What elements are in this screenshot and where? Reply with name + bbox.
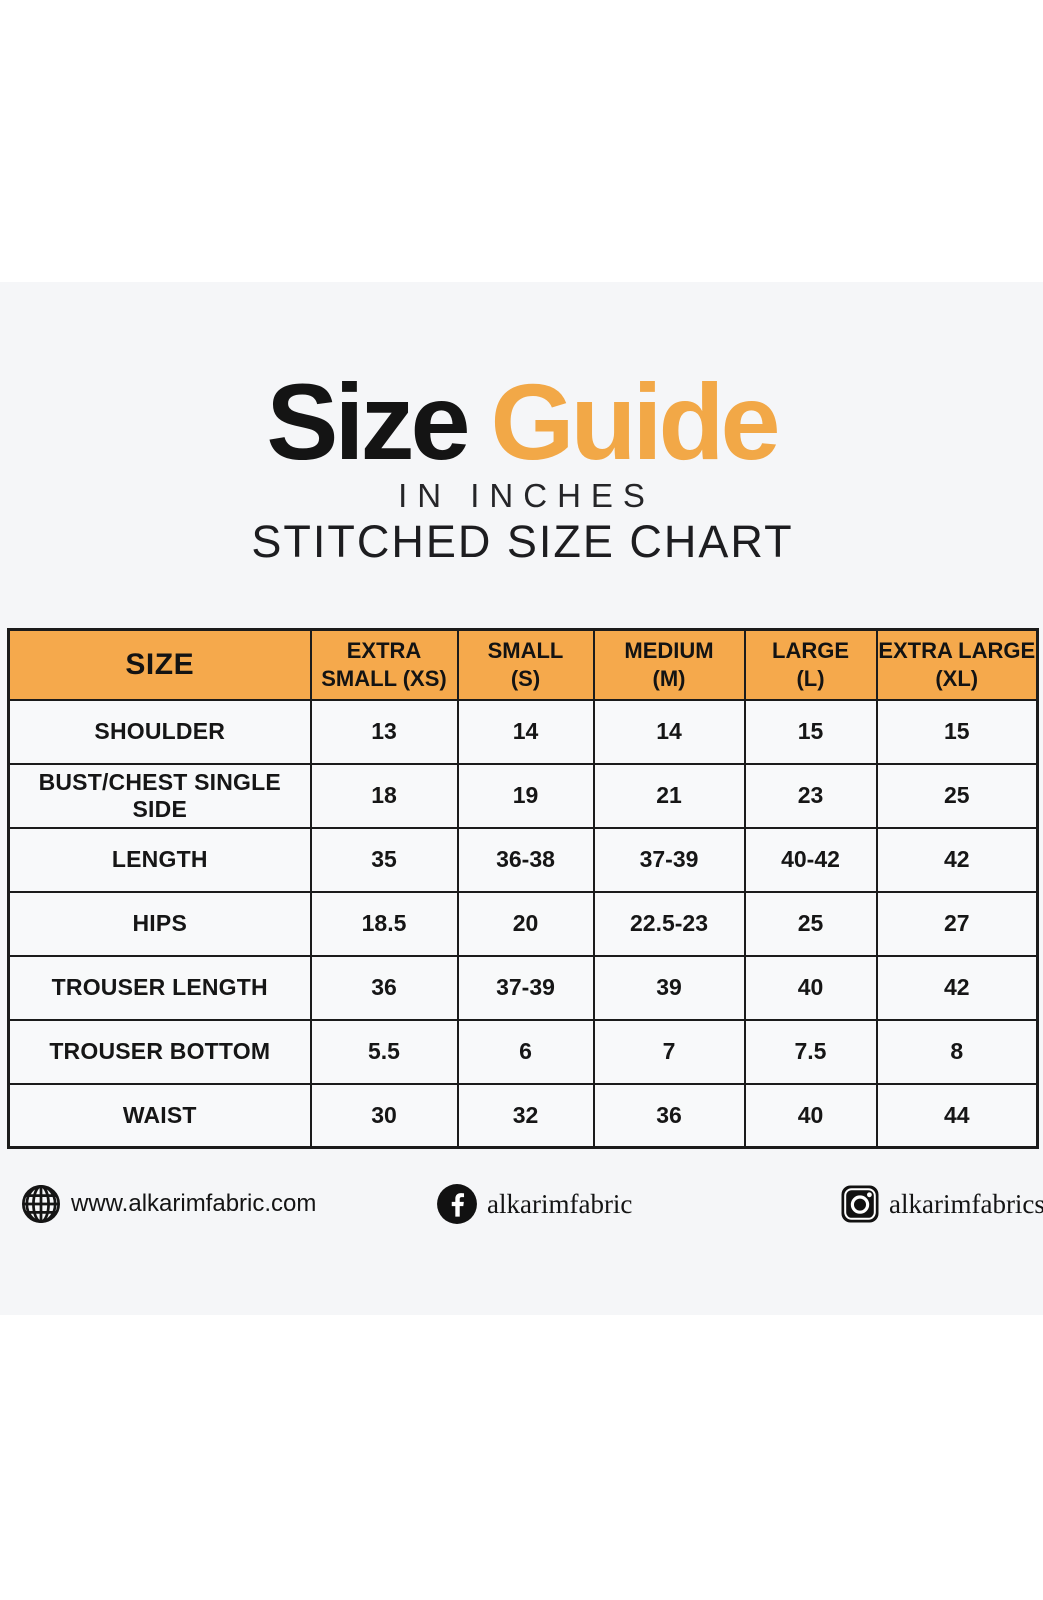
value-cell: 6 xyxy=(456,1018,595,1085)
header-cell-m: MEDIUM (M) xyxy=(592,628,746,701)
facebook-icon xyxy=(436,1183,478,1225)
value-cell: 37-39 xyxy=(456,954,595,1021)
header-row: SIZE EXTRA SMALL (XS) SMALL (S) MEDIUM (… xyxy=(7,628,1039,701)
subtitle-in-inches: IN INCHES xyxy=(398,477,655,514)
value-cell: 27 xyxy=(875,890,1039,957)
value-cell: 39 xyxy=(592,954,746,1021)
table-row: BUST/CHEST SINGLE SIDE 18 19 21 23 25 xyxy=(7,762,1039,829)
footer-instagram: alkarimfabrics xyxy=(840,1180,1043,1228)
value-cell: 37-39 xyxy=(592,826,746,893)
value-cell: 5.5 xyxy=(309,1018,459,1085)
value-cell: 18 xyxy=(309,762,459,829)
value-cell: 13 xyxy=(309,698,459,765)
value-cell: 15 xyxy=(875,698,1039,765)
facebook-handle: alkarimfabric xyxy=(487,1188,633,1219)
row-label: TROUSER BOTTOM xyxy=(7,1018,312,1085)
website-url: www.alkarimfabric.com xyxy=(71,1190,317,1217)
table-row: SHOULDER 13 14 14 15 15 xyxy=(7,698,1039,765)
instagram-icon xyxy=(840,1184,880,1224)
value-cell: 14 xyxy=(592,698,746,765)
value-cell: 36 xyxy=(309,954,459,1021)
value-cell: 20 xyxy=(456,890,595,957)
value-cell: 8 xyxy=(875,1018,1039,1085)
header-cell-size: SIZE xyxy=(7,628,312,701)
table-row: HIPS 18.5 20 22.5-23 25 27 xyxy=(7,890,1039,957)
value-cell: 19 xyxy=(456,762,595,829)
row-label: HIPS xyxy=(7,890,312,957)
table-row: TROUSER BOTTOM 5.5 6 7 7.5 8 xyxy=(7,1018,1039,1085)
value-cell: 18.5 xyxy=(309,890,459,957)
header-cell-xl: EXTRA LARGE (XL) xyxy=(875,628,1039,701)
value-cell: 7.5 xyxy=(743,1018,878,1085)
row-label: TROUSER LENGTH xyxy=(7,954,312,1021)
value-cell: 25 xyxy=(743,890,878,957)
value-cell: 7 xyxy=(592,1018,746,1085)
table-row: WAIST 30 32 36 40 44 xyxy=(7,1082,1039,1149)
title-word-guide: Guide xyxy=(490,361,781,482)
footer-website: www.alkarimfabric.com xyxy=(20,1180,316,1228)
row-label: BUST/CHEST SINGLE SIDE xyxy=(7,762,312,829)
value-cell: 36-38 xyxy=(456,826,595,893)
size-chart-table: SIZE EXTRA SMALL (XS) SMALL (S) MEDIUM (… xyxy=(7,628,1039,1149)
instagram-handle: alkarimfabrics xyxy=(889,1188,1043,1219)
table-row: TROUSER LENGTH 36 37-39 39 40 42 xyxy=(7,954,1039,1021)
value-cell: 40 xyxy=(743,954,878,1021)
value-cell: 44 xyxy=(875,1082,1039,1149)
header-cell-s: SMALL (S) xyxy=(456,628,595,701)
value-cell: 42 xyxy=(875,954,1039,1021)
value-cell: 35 xyxy=(309,826,459,893)
value-cell: 42 xyxy=(875,826,1039,893)
header-cell-l: LARGE (L) xyxy=(743,628,878,701)
value-cell: 22.5-23 xyxy=(592,890,746,957)
footer-facebook: alkarimfabric xyxy=(436,1180,632,1228)
value-cell: 14 xyxy=(456,698,595,765)
value-cell: 23 xyxy=(743,762,878,829)
table-row: LENGTH 35 36-38 37-39 40-42 42 xyxy=(7,826,1039,893)
value-cell: 25 xyxy=(875,762,1039,829)
row-label: WAIST xyxy=(7,1082,312,1149)
value-cell: 21 xyxy=(592,762,746,829)
value-cell: 32 xyxy=(456,1082,595,1149)
globe-icon xyxy=(20,1183,62,1225)
page-title: Size Guide xyxy=(0,368,1043,476)
value-cell: 40 xyxy=(743,1082,878,1149)
row-label: LENGTH xyxy=(7,826,312,893)
value-cell: 15 xyxy=(743,698,878,765)
title-word-size: Size xyxy=(266,361,470,482)
value-cell: 36 xyxy=(592,1082,746,1149)
row-label: SHOULDER xyxy=(7,698,312,765)
subtitle-stitched-size-chart: STITCHED SIZE CHART xyxy=(251,516,794,567)
value-cell: 40-42 xyxy=(743,826,878,893)
value-cell: 30 xyxy=(309,1082,459,1149)
header-cell-xs: EXTRA SMALL (XS) xyxy=(309,628,459,701)
